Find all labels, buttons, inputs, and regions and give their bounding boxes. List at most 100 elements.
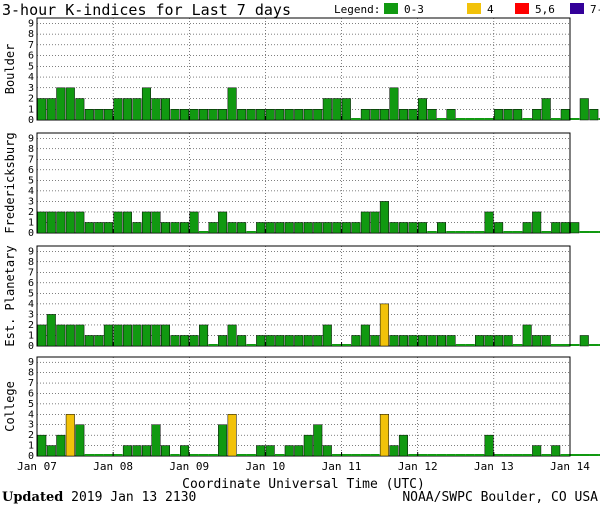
legend-swatch-5-6 bbox=[515, 3, 529, 14]
kp-bar bbox=[65, 414, 75, 457]
station-label-boulder: Boulder bbox=[3, 44, 17, 95]
kp-bar bbox=[151, 424, 161, 457]
kp-bar bbox=[379, 303, 389, 347]
kp-bar-zero bbox=[598, 118, 600, 120]
kp-bar-zero bbox=[598, 454, 600, 456]
y-tick-label: 3 bbox=[28, 196, 34, 207]
kp-bar-zero bbox=[436, 454, 447, 456]
kp-bar bbox=[446, 335, 456, 347]
kp-bar bbox=[37, 211, 47, 234]
kp-bar bbox=[532, 109, 542, 121]
kp-bar-zero bbox=[589, 231, 599, 233]
kp-bar bbox=[322, 98, 332, 121]
kp-bar bbox=[303, 109, 313, 121]
kp-bar bbox=[303, 335, 313, 347]
kp-bar-zero bbox=[351, 118, 361, 120]
y-tick-label: 9 bbox=[28, 357, 34, 368]
kp-bar-zero bbox=[570, 454, 580, 456]
kp-bar-zero bbox=[436, 118, 447, 120]
kp-bar bbox=[313, 335, 323, 347]
y-tick-label: 9 bbox=[28, 18, 34, 29]
legend-text-7-9: 7-9 bbox=[590, 3, 600, 16]
kp-bar bbox=[579, 335, 589, 347]
y-tick-label: 5 bbox=[28, 399, 34, 410]
kp-bar bbox=[237, 335, 247, 347]
legend-item-7-9: 7-9 bbox=[570, 3, 600, 16]
kp-bar bbox=[94, 109, 104, 121]
kp-bar-zero bbox=[560, 454, 570, 456]
kp-bar-zero bbox=[198, 231, 209, 233]
y-tick-label: 5 bbox=[28, 175, 34, 186]
kp-bar-zero bbox=[455, 344, 466, 346]
kp-bar-zero bbox=[208, 454, 218, 456]
kp-bar-zero bbox=[427, 231, 437, 233]
legend-item-4: 4 bbox=[467, 3, 494, 16]
kp-bar bbox=[541, 98, 551, 121]
kp-bar bbox=[284, 445, 294, 457]
kp-bar bbox=[265, 335, 275, 347]
updated-timestamp: Updated 2019 Jan 13 2130 bbox=[2, 490, 196, 505]
kp-bar-zero bbox=[522, 454, 532, 456]
kp-bar bbox=[256, 109, 266, 121]
kp-bar-zero bbox=[94, 454, 104, 456]
kp-bar bbox=[341, 98, 351, 121]
kp-bar bbox=[560, 222, 570, 234]
kp-bar bbox=[84, 222, 94, 234]
kp-bar bbox=[75, 211, 85, 234]
kp-bar bbox=[65, 324, 75, 347]
kp-bar-zero bbox=[550, 344, 561, 346]
kp-bar bbox=[351, 222, 361, 234]
kp-bar bbox=[417, 335, 427, 347]
page-title: 3-hour K-indices for Last 7 days bbox=[2, 1, 291, 19]
y-tick-label: 3 bbox=[28, 420, 34, 431]
kp-bar-zero bbox=[103, 454, 114, 456]
kp-bar-zero bbox=[522, 118, 532, 120]
kp-bar bbox=[56, 211, 66, 234]
kp-bar-zero bbox=[332, 454, 342, 456]
kp-bar bbox=[370, 109, 380, 121]
legend-swatch-0-3 bbox=[384, 3, 398, 14]
kp-bar bbox=[579, 98, 589, 121]
kp-bar bbox=[170, 222, 180, 234]
legend-swatch-7-9 bbox=[570, 3, 584, 14]
kp-bar-zero bbox=[408, 454, 418, 456]
kp-bar bbox=[122, 445, 132, 457]
kp-bar bbox=[417, 222, 427, 234]
kp-bar-zero bbox=[455, 231, 466, 233]
kp-bar bbox=[84, 335, 94, 347]
kp-bar bbox=[246, 109, 256, 121]
kp-bar bbox=[75, 424, 85, 457]
kp-bar bbox=[398, 222, 408, 234]
kp-bar-zero bbox=[570, 344, 580, 346]
kp-bar bbox=[180, 445, 190, 457]
kp-bar-zero bbox=[512, 454, 523, 456]
kp-bar bbox=[37, 324, 47, 347]
kp-bar bbox=[94, 222, 104, 234]
legend-swatch-4 bbox=[467, 3, 481, 14]
kp-bar bbox=[379, 109, 389, 121]
kp-bar bbox=[560, 109, 570, 121]
kp-bar-zero bbox=[246, 344, 256, 346]
kp-bar bbox=[370, 211, 380, 234]
kp-bar bbox=[227, 87, 237, 121]
kp-bar-zero bbox=[113, 454, 123, 456]
kp-bar bbox=[122, 211, 132, 234]
kp-bar-zero bbox=[446, 231, 456, 233]
y-tick-label: 3 bbox=[28, 83, 34, 94]
kp-bar bbox=[65, 87, 75, 121]
kp-bar-zero bbox=[474, 454, 485, 456]
kp-bar bbox=[180, 222, 190, 234]
kp-bar bbox=[294, 222, 304, 234]
kp-bar-zero bbox=[598, 344, 600, 346]
kp-bar-zero bbox=[246, 454, 256, 456]
kp-bar bbox=[218, 109, 228, 121]
kp-bar bbox=[303, 434, 313, 457]
kp-bar bbox=[160, 98, 171, 121]
kp-bar bbox=[132, 222, 142, 234]
kp-bar bbox=[56, 434, 66, 457]
y-tick-label: 6 bbox=[28, 278, 34, 289]
kp-bar bbox=[265, 445, 275, 457]
kp-bar bbox=[313, 109, 323, 121]
kp-bar bbox=[398, 109, 408, 121]
kp-bar bbox=[103, 324, 113, 347]
